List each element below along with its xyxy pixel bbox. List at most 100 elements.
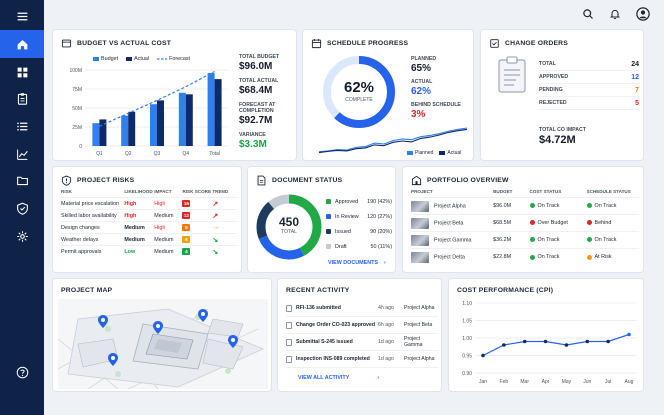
planned-legend-swatch bbox=[407, 150, 413, 155]
documents-title: DOCUMENT STATUS bbox=[272, 177, 343, 184]
activity-text: Inspection INS-089 completed bbox=[296, 356, 370, 362]
chevron-right-icon[interactable]: › bbox=[383, 260, 386, 266]
x-tick-label: Q1 bbox=[96, 151, 103, 157]
help-icon[interactable] bbox=[0, 358, 44, 386]
map-pin-icon[interactable] bbox=[153, 321, 163, 334]
risk-likelihood: High bbox=[124, 197, 155, 210]
grid-icon[interactable] bbox=[0, 58, 44, 86]
risks-table-body: Material price escalation High High 16 ↗ Skil… bbox=[61, 197, 237, 258]
folder-icon[interactable] bbox=[0, 166, 44, 194]
project-name: Project Delta bbox=[434, 254, 465, 261]
activity-text: RFI-136 submitted bbox=[296, 305, 341, 311]
legend-planned: Planned bbox=[415, 150, 434, 156]
menu-icon[interactable] bbox=[0, 2, 44, 30]
schedule-card: SCHEDULE PROGRESS 62% COMPLETE PLANNED 65… bbox=[302, 29, 474, 161]
risk-name: Design changes bbox=[61, 221, 125, 234]
map-pin-icon[interactable] bbox=[198, 309, 208, 322]
actual-bar bbox=[99, 119, 107, 146]
status-swatch bbox=[326, 199, 331, 204]
shield-icon[interactable] bbox=[0, 194, 44, 222]
budget-kpi: TOTAL ACTUAL $68.4M bbox=[239, 78, 297, 96]
portfolio-row[interactable]: Project Beta $68.5M Over Budget Behind bbox=[411, 214, 639, 232]
planned-line bbox=[318, 127, 468, 153]
analytics-icon[interactable] bbox=[0, 140, 44, 168]
activity-project: Project Beta bbox=[404, 322, 433, 328]
cpi-point bbox=[606, 339, 610, 344]
view-documents-link[interactable]: VIEW DOCUMENTS › bbox=[328, 259, 386, 266]
schedule-kpi-value: 65% bbox=[411, 63, 432, 74]
schedule-line-chart bbox=[318, 127, 468, 154]
chevron-right-icon[interactable]: › bbox=[377, 375, 380, 381]
list-icon[interactable] bbox=[0, 112, 44, 140]
map-pin-icon[interactable] bbox=[108, 353, 118, 366]
activity-row[interactable]: Change Order CO-023 approved 6h ago Projec… bbox=[286, 317, 438, 334]
cpi-point bbox=[585, 339, 590, 344]
risk-row: Material price escalation High High 16 ↗ bbox=[61, 197, 237, 210]
cost-status-label: On Track bbox=[537, 236, 560, 243]
y-tick-label: 50M bbox=[72, 106, 82, 112]
site-map[interactable] bbox=[58, 299, 268, 389]
schedule-legend: Planned Actual bbox=[407, 150, 461, 156]
portfolio-row[interactable]: Project Gamma $36.2M On Track On Track bbox=[411, 231, 639, 249]
project-budget: $22.8M bbox=[493, 248, 530, 266]
schedule-kpis: PLANNED 65% ACTUAL 62% BEHIND SCHEDULE 3% bbox=[411, 56, 471, 125]
change-orders-icon bbox=[490, 39, 499, 48]
project-cell: Project Delta bbox=[411, 248, 494, 266]
portfolio-row[interactable]: Project Alpha $96.0M On Track On Track bbox=[411, 197, 639, 215]
cpi-point bbox=[543, 339, 548, 344]
activity-item-icon bbox=[286, 355, 292, 363]
cpi-point bbox=[522, 339, 527, 344]
home-icon[interactable] bbox=[0, 30, 44, 58]
portfolio-row[interactable]: Project Delta $22.8M On Track At Risk bbox=[411, 248, 639, 266]
activity-time: 6h ago bbox=[378, 322, 394, 328]
budget-bar bbox=[92, 123, 100, 146]
documents-total: 450 bbox=[278, 215, 300, 229]
y-tick-label: 1.00 bbox=[462, 336, 472, 342]
risk-name: Weather delays bbox=[61, 233, 125, 246]
cpi-point bbox=[502, 343, 506, 347]
activity-time: 4h ago bbox=[378, 305, 394, 311]
status-dot bbox=[586, 203, 592, 209]
map-pin-icon[interactable] bbox=[98, 315, 108, 328]
donut-slice-in-review bbox=[256, 194, 322, 260]
view-all-activity-link[interactable]: VIEW ALL ACTIVITY › bbox=[298, 374, 379, 381]
cost-status-label: On Track bbox=[537, 254, 560, 261]
notification-bell-icon[interactable] bbox=[607, 6, 623, 22]
activity-row[interactable]: Inspection INS-089 completed 1d ago Projec… bbox=[286, 351, 438, 368]
change-orders-title: CHANGE ORDERS bbox=[505, 40, 569, 47]
documents-total-label: TOTAL bbox=[281, 229, 297, 235]
status-swatch bbox=[326, 214, 331, 219]
cpi-card: COST PERFORMANCE (CPI) 0.90 0.95 1.00 1.05 1… bbox=[448, 278, 644, 392]
settings-icon[interactable] bbox=[0, 222, 44, 250]
map-pin-icon[interactable] bbox=[228, 335, 238, 348]
cost-status-cell: On Track bbox=[529, 197, 587, 215]
clipboard-icon[interactable] bbox=[0, 84, 44, 112]
risk-score-cell: 9 bbox=[182, 221, 213, 234]
budget-title: BUDGET VS ACTUAL COST bbox=[77, 40, 172, 47]
cost-status-cell: On Track bbox=[529, 248, 587, 266]
budget-kpi-label: TOTAL BUDGET bbox=[239, 54, 280, 60]
status-dot bbox=[586, 254, 592, 260]
schedule-percent: 62% bbox=[343, 79, 375, 96]
document-icon bbox=[257, 175, 266, 186]
y-tick-label: 75M bbox=[72, 87, 82, 93]
status-dot bbox=[529, 254, 535, 260]
project-thumbnail bbox=[411, 234, 429, 246]
activity-row[interactable]: Submittal S-245 issued 1d ago Project Gamm… bbox=[286, 334, 438, 351]
status-dot bbox=[529, 220, 535, 226]
view-all-activity-label[interactable]: VIEW ALL ACTIVITY bbox=[298, 375, 350, 381]
schedule-status-label: At Risk bbox=[594, 254, 612, 261]
document-status-label: Issued bbox=[335, 228, 351, 235]
x-tick-label: Q2 bbox=[125, 151, 132, 157]
legend-budget: Budget bbox=[101, 56, 119, 62]
status-dot bbox=[586, 220, 592, 226]
documents-card: DOCUMENT STATUS 450 TOTAL Approved 190 (4… bbox=[247, 166, 396, 273]
activity-row[interactable]: RFI-136 submitted 4h ago Project Alpha bbox=[286, 300, 438, 317]
budget-bar bbox=[207, 73, 215, 146]
search-icon[interactable] bbox=[580, 6, 596, 22]
view-documents-label[interactable]: VIEW DOCUMENTS bbox=[328, 260, 379, 266]
document-status-row: Approved 190 (42%) bbox=[326, 194, 392, 209]
actual-bar bbox=[128, 111, 136, 146]
schedule-status-cell: Behind bbox=[586, 214, 639, 232]
user-avatar-icon[interactable] bbox=[635, 6, 651, 22]
